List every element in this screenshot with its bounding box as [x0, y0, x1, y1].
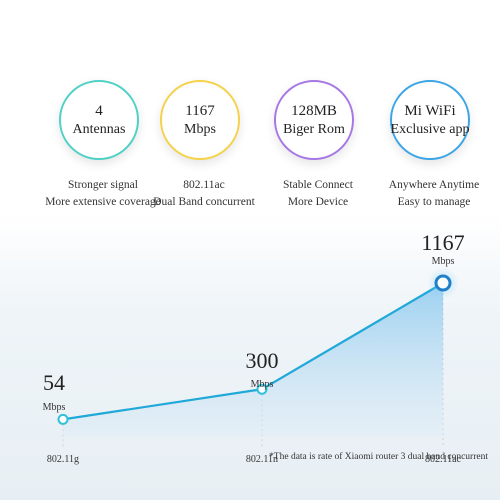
feature-desc-line2: More extensive coverage [45, 196, 161, 208]
data-point [256, 383, 268, 395]
feature-ring: Mi WiFi Exclusive app [390, 80, 470, 160]
feature-desc-line2: More Device [287, 196, 349, 208]
feature-subtitle: Antennas [72, 121, 126, 137]
feature-desc-line1: Anywhere Anytime [388, 179, 480, 191]
value-label: 300 [246, 348, 279, 373]
data-point [57, 413, 69, 425]
feature-title: 4 [95, 102, 103, 119]
category-tick-label: 802.11g [47, 454, 79, 465]
value-label: 1167 [421, 230, 464, 255]
feature-antennas: 4 Antennas Stronger signal More extensiv… [43, 80, 163, 210]
feature-desc-line2: Easy to manage [397, 196, 471, 208]
feature-description: Anywhere Anytime Easy to manage [354, 177, 500, 211]
feature-description: Stable Connect More Device [238, 177, 398, 211]
category-tick-label: 802.11ac [425, 454, 462, 465]
category-tick-label: 802.11n [246, 454, 278, 465]
feature-description: Stronger signal More extensive coverage [23, 177, 183, 211]
data-point [434, 274, 452, 292]
feature-ring: 1167 Mbps [160, 80, 240, 160]
feature-ring: 128MB Biger Rom [274, 80, 354, 160]
feature-speed: 1167 Mbps 802.11ac Dual Band concurrent [144, 80, 264, 210]
unit-label: Mbps [432, 256, 455, 267]
feature-desc-line2: Dual Band concurrent [153, 196, 255, 208]
feature-title: 1167 [185, 102, 215, 119]
feature-description: 802.11ac Dual Band concurrent [124, 177, 284, 211]
feature-desc-line1: 802.11ac [183, 179, 225, 191]
area-fill [63, 283, 443, 436]
value-label: 54 [43, 370, 65, 395]
feature-subtitle: Mbps [184, 121, 216, 137]
unit-label: Mbps [43, 402, 66, 413]
unit-label: Mbps [251, 379, 274, 390]
footnote: *The data is rate of Xiaomi router 3 dua… [269, 452, 488, 462]
feature-app: Mi WiFi Exclusive app Anywhere Anytime E… [374, 80, 494, 210]
feature-title: Mi WiFi [404, 102, 456, 119]
feature-title: 128MB [291, 102, 337, 119]
feature-desc-line1: Stable Connect [283, 179, 353, 191]
feature-ring: 4 Antennas [59, 80, 139, 160]
features-row: 4 Antennas Stronger signal More extensiv… [0, 0, 500, 215]
feature-rom: 128MB Biger Rom Stable Connect More Devi… [258, 80, 378, 210]
feature-subtitle: Biger Rom [283, 121, 345, 137]
feature-desc-line1: Stronger signal [68, 179, 138, 191]
feature-subtitle: Exclusive app [390, 121, 470, 137]
